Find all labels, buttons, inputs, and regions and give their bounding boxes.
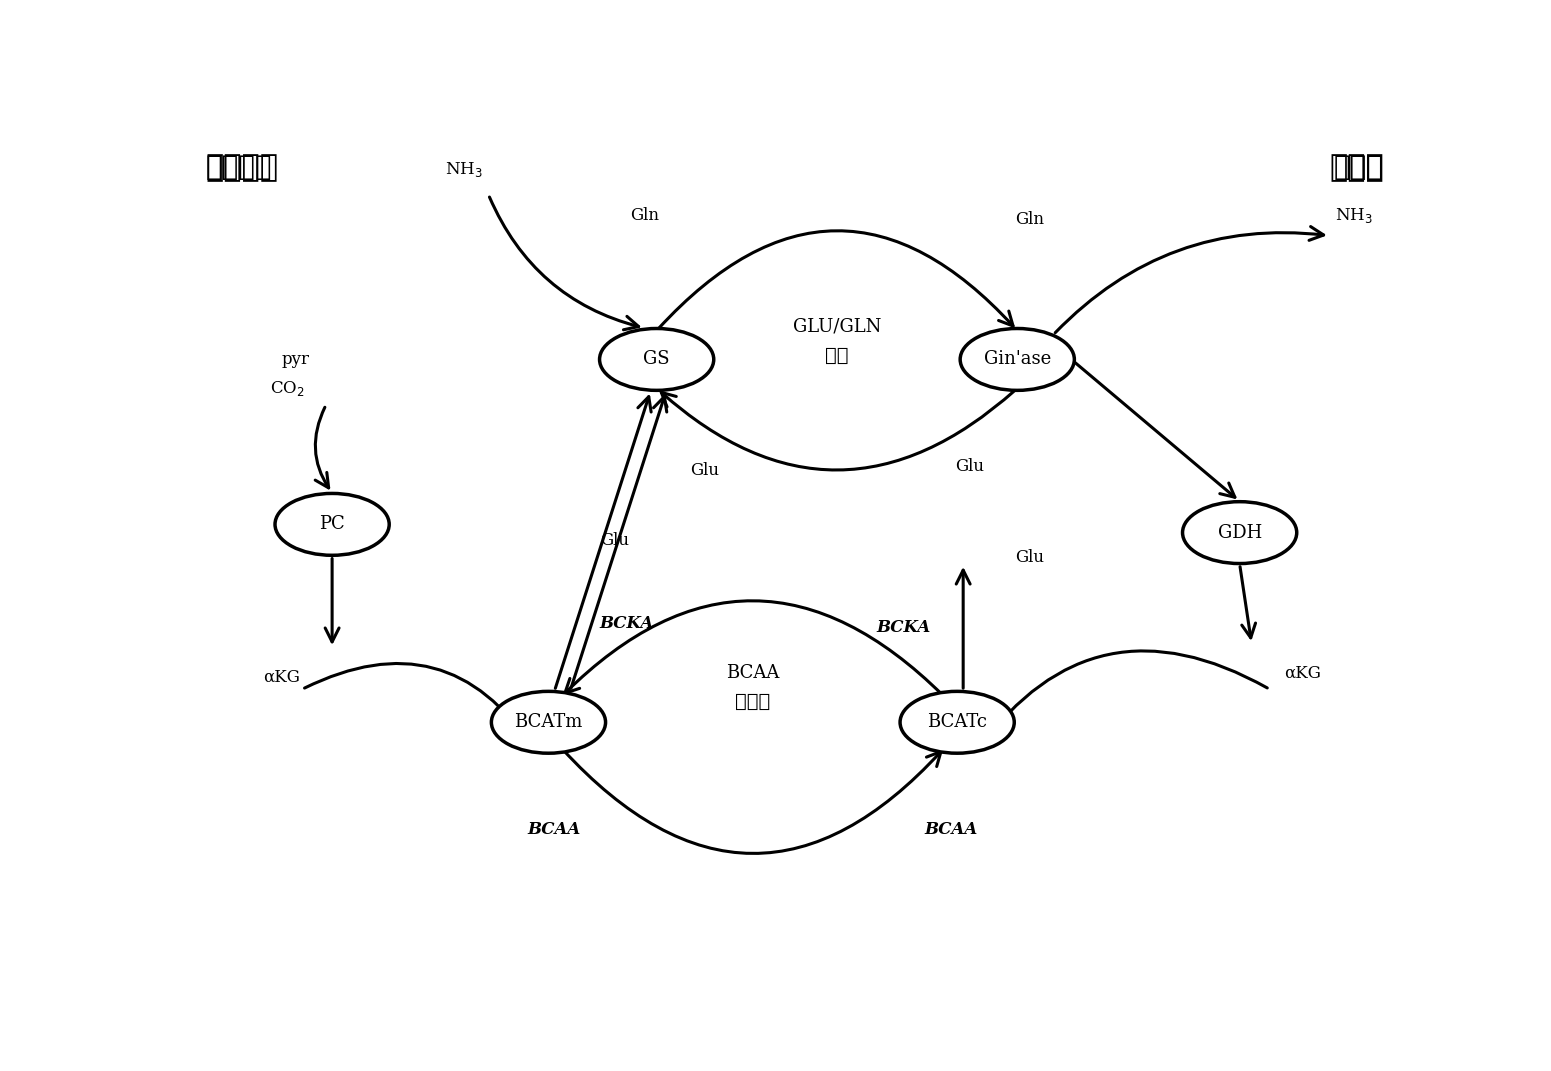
Text: BCATc: BCATc (927, 713, 986, 731)
Text: Gin'ase: Gin'ase (983, 350, 1052, 368)
Ellipse shape (600, 329, 713, 390)
Text: 神经胶质: 神经胶质 (206, 153, 273, 181)
Text: Gln: Gln (1014, 211, 1044, 228)
Text: pyr: pyr (282, 351, 310, 368)
Ellipse shape (1182, 501, 1297, 563)
Ellipse shape (275, 494, 389, 555)
Text: GS: GS (644, 350, 670, 368)
Text: αKG: αKG (264, 668, 299, 685)
Text: PC: PC (320, 515, 344, 533)
Text: 循环: 循环 (825, 346, 848, 365)
Text: 神经元: 神经元 (1329, 153, 1383, 182)
Text: BCAA: BCAA (726, 664, 780, 682)
Text: 神经胶质: 神经胶质 (206, 153, 279, 182)
Text: 氮穿梭: 氮穿梭 (735, 692, 771, 711)
Text: Glu: Glu (1014, 548, 1044, 565)
Text: Glu: Glu (600, 532, 630, 549)
Text: NH$_3$: NH$_3$ (1335, 206, 1373, 225)
Text: BCATm: BCATm (515, 713, 583, 731)
Text: Glu: Glu (955, 458, 983, 476)
Text: BCAA: BCAA (527, 821, 582, 838)
Text: BCAA: BCAA (924, 821, 977, 838)
Ellipse shape (900, 692, 1014, 753)
Ellipse shape (492, 692, 605, 753)
Text: 神经元: 神经元 (1334, 153, 1383, 181)
Text: GLU/GLN: GLU/GLN (793, 317, 881, 335)
Text: αKG: αKG (1284, 664, 1320, 681)
Text: Gln: Gln (630, 207, 659, 224)
Text: BCKA: BCKA (600, 615, 653, 632)
Text: GDH: GDH (1218, 524, 1263, 542)
Text: NH$_3$: NH$_3$ (445, 161, 484, 179)
Ellipse shape (960, 329, 1075, 390)
Text: BCKA: BCKA (876, 619, 931, 636)
Text: CO$_2$: CO$_2$ (270, 379, 306, 397)
Text: Glu: Glu (690, 463, 720, 479)
